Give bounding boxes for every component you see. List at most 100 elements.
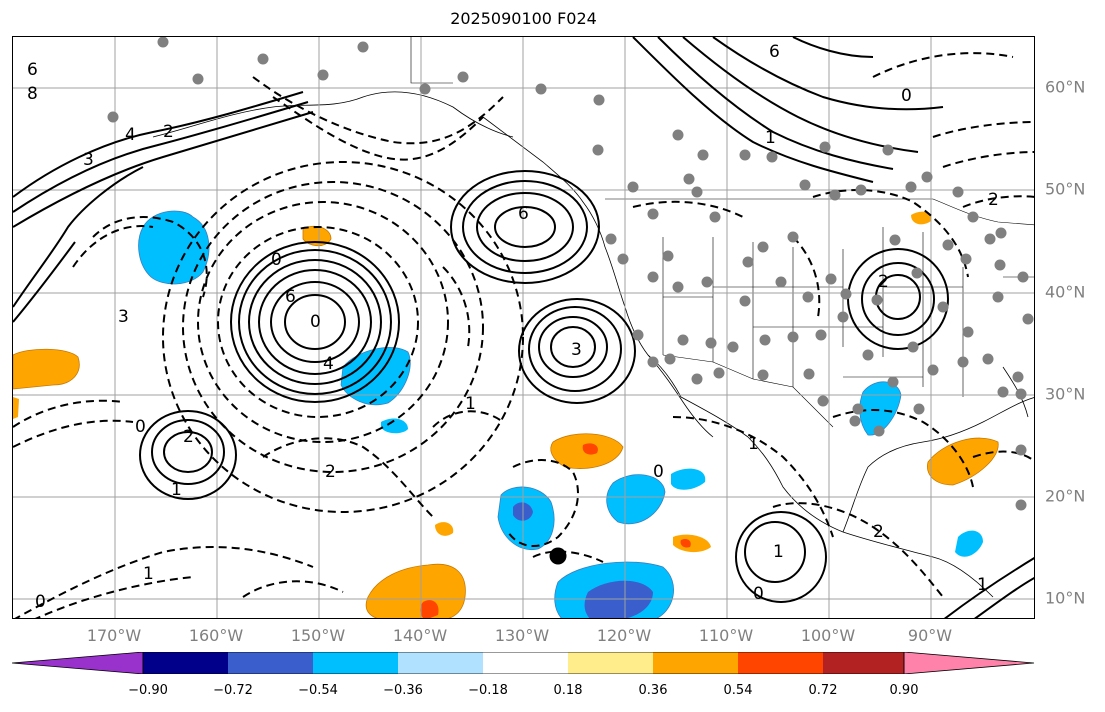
lon-label-110w: 110°W xyxy=(698,626,754,645)
contour-label: 1 xyxy=(171,480,182,500)
contour-low-center-5 xyxy=(238,249,392,395)
contour-off-cal-4 xyxy=(518,298,636,404)
contour-low-center-4 xyxy=(248,259,382,385)
colorbar-tick-label: 0.90 xyxy=(889,683,919,698)
colorbar-swatch xyxy=(313,652,398,674)
contour-label: 3 xyxy=(83,150,94,170)
contour-label: 2 xyxy=(183,427,194,447)
contour-label: 3 xyxy=(571,340,582,360)
contour-dash-east-3 xyxy=(962,195,1034,208)
colorbar-tick-label: −0.36 xyxy=(383,683,423,698)
coast-baja xyxy=(647,354,749,438)
contour-mexico-2 xyxy=(735,511,827,603)
contour-label: 4 xyxy=(125,125,136,145)
colorbar-swatch xyxy=(823,652,904,674)
lon-label-90w: 90°W xyxy=(907,626,953,645)
shade-blue-carib xyxy=(955,530,983,557)
contour-high-bc-4 xyxy=(450,170,600,284)
shade-orange-south xyxy=(365,563,466,618)
lat-label-60n: 60°N xyxy=(1045,77,1086,97)
shade-orange-small2 xyxy=(673,534,711,553)
colorbar-swatch xyxy=(738,652,823,674)
contour-sw-1 xyxy=(163,431,213,473)
shade-red-center xyxy=(582,443,598,455)
lat-label-30n: 30°N xyxy=(1045,384,1086,404)
contour-dash-ne-top xyxy=(872,52,1014,78)
contour-label: 0 xyxy=(901,86,912,106)
colorbar-tick-label: −0.72 xyxy=(213,683,253,698)
contour-dash-mid-1 xyxy=(262,437,434,518)
contour-label: 6 xyxy=(285,287,296,307)
contour-se-band xyxy=(943,557,1034,618)
lon-label-170w: 170°W xyxy=(86,626,142,645)
contour-dash-us-2 xyxy=(812,189,969,278)
contour-label: 6 xyxy=(769,42,780,62)
colorbar-extend-high xyxy=(903,652,1035,674)
lon-label-150w: 150°W xyxy=(290,626,346,645)
coast-alaska xyxy=(152,91,514,138)
colorbar-tick-label: 0.18 xyxy=(553,683,583,698)
contour-sw-3 xyxy=(139,410,237,500)
contour-se-band-2 xyxy=(974,577,1034,618)
contour-label: 1 xyxy=(765,128,776,148)
contour-label: 0 xyxy=(310,312,321,332)
contour-label: 6 xyxy=(27,60,38,80)
lon-label-130w: 130°W xyxy=(494,626,550,645)
contour-dash-us-1 xyxy=(632,200,744,218)
contour-sw-2 xyxy=(151,419,225,485)
colorbar-swatch xyxy=(653,652,738,674)
coast-uswest xyxy=(604,246,682,398)
colorbar-extend-low xyxy=(12,652,144,674)
contour-dash-south-center xyxy=(507,459,579,547)
contour-dash-south-1 xyxy=(14,546,314,618)
contour-label: 1 xyxy=(465,394,476,414)
contour-ne-band-4 xyxy=(712,37,944,111)
colorbar-swatch xyxy=(143,652,228,674)
contour-ne-band-1 xyxy=(632,37,874,183)
contour-label: 3 xyxy=(118,307,129,327)
contour-high-bc-3 xyxy=(462,180,588,274)
contour-off-cal-1 xyxy=(550,326,596,368)
graticule xyxy=(13,37,1034,618)
contour-dash-east-2 xyxy=(942,151,1034,168)
shaded-regions xyxy=(13,210,999,618)
contour-dash-north-2 xyxy=(252,76,504,145)
contour-low-center-2 xyxy=(270,281,360,363)
contour-ne-band-3 xyxy=(682,37,919,153)
positive-contours xyxy=(13,37,1034,618)
lat-label-40n: 40°N xyxy=(1045,282,1086,302)
contour-label: 0 xyxy=(271,250,282,270)
contour-dash-south-3 xyxy=(242,580,344,598)
colorbar-swatch xyxy=(483,652,568,674)
contour-label: 8 xyxy=(27,84,38,104)
contour-label: 0 xyxy=(135,417,146,437)
colorbar-swatch xyxy=(568,652,653,674)
colorbar-tick-label: 0.36 xyxy=(638,683,668,698)
shade-blue-small xyxy=(381,418,408,434)
storm-position-marker xyxy=(549,547,567,565)
shade-red-south xyxy=(420,600,439,618)
lon-label-100w: 100°W xyxy=(800,626,856,645)
colorbar-tick-label: −0.18 xyxy=(468,683,508,698)
lat-label-10n: 10°N xyxy=(1045,588,1086,608)
contour-dash-south-center-2 xyxy=(532,550,604,563)
contour-high-bc-2 xyxy=(476,192,574,262)
contour-label: 1 xyxy=(773,542,784,562)
contour-label: 1 xyxy=(748,434,759,454)
colorbar xyxy=(12,652,1035,674)
contour-nw-band-3 xyxy=(13,111,314,228)
contour-label: 4 xyxy=(323,354,334,374)
map-canvas: 6 8 4 3 2 0 6 0 4 3 6 3 2 0 1 2 1 0 1 2 … xyxy=(13,37,1034,618)
contour-dash-mexico-2 xyxy=(772,502,944,598)
contour-dash-low-2 xyxy=(197,201,449,443)
colorbar-tick-label: −0.90 xyxy=(128,683,168,698)
contour-label: 2 xyxy=(988,190,999,210)
contour-off-cal-2 xyxy=(538,316,608,378)
contour-mexico-1 xyxy=(744,521,806,583)
map-panel: 6 8 4 3 2 0 6 0 4 3 6 3 2 0 1 2 1 0 1 2 … xyxy=(12,36,1035,619)
contour-label: 1 xyxy=(977,575,988,595)
shade-orange-small1 xyxy=(435,522,454,536)
contour-ne-band-2 xyxy=(657,37,894,170)
contour-dash-center xyxy=(442,266,471,348)
contour-dash-mid-2 xyxy=(432,410,504,428)
